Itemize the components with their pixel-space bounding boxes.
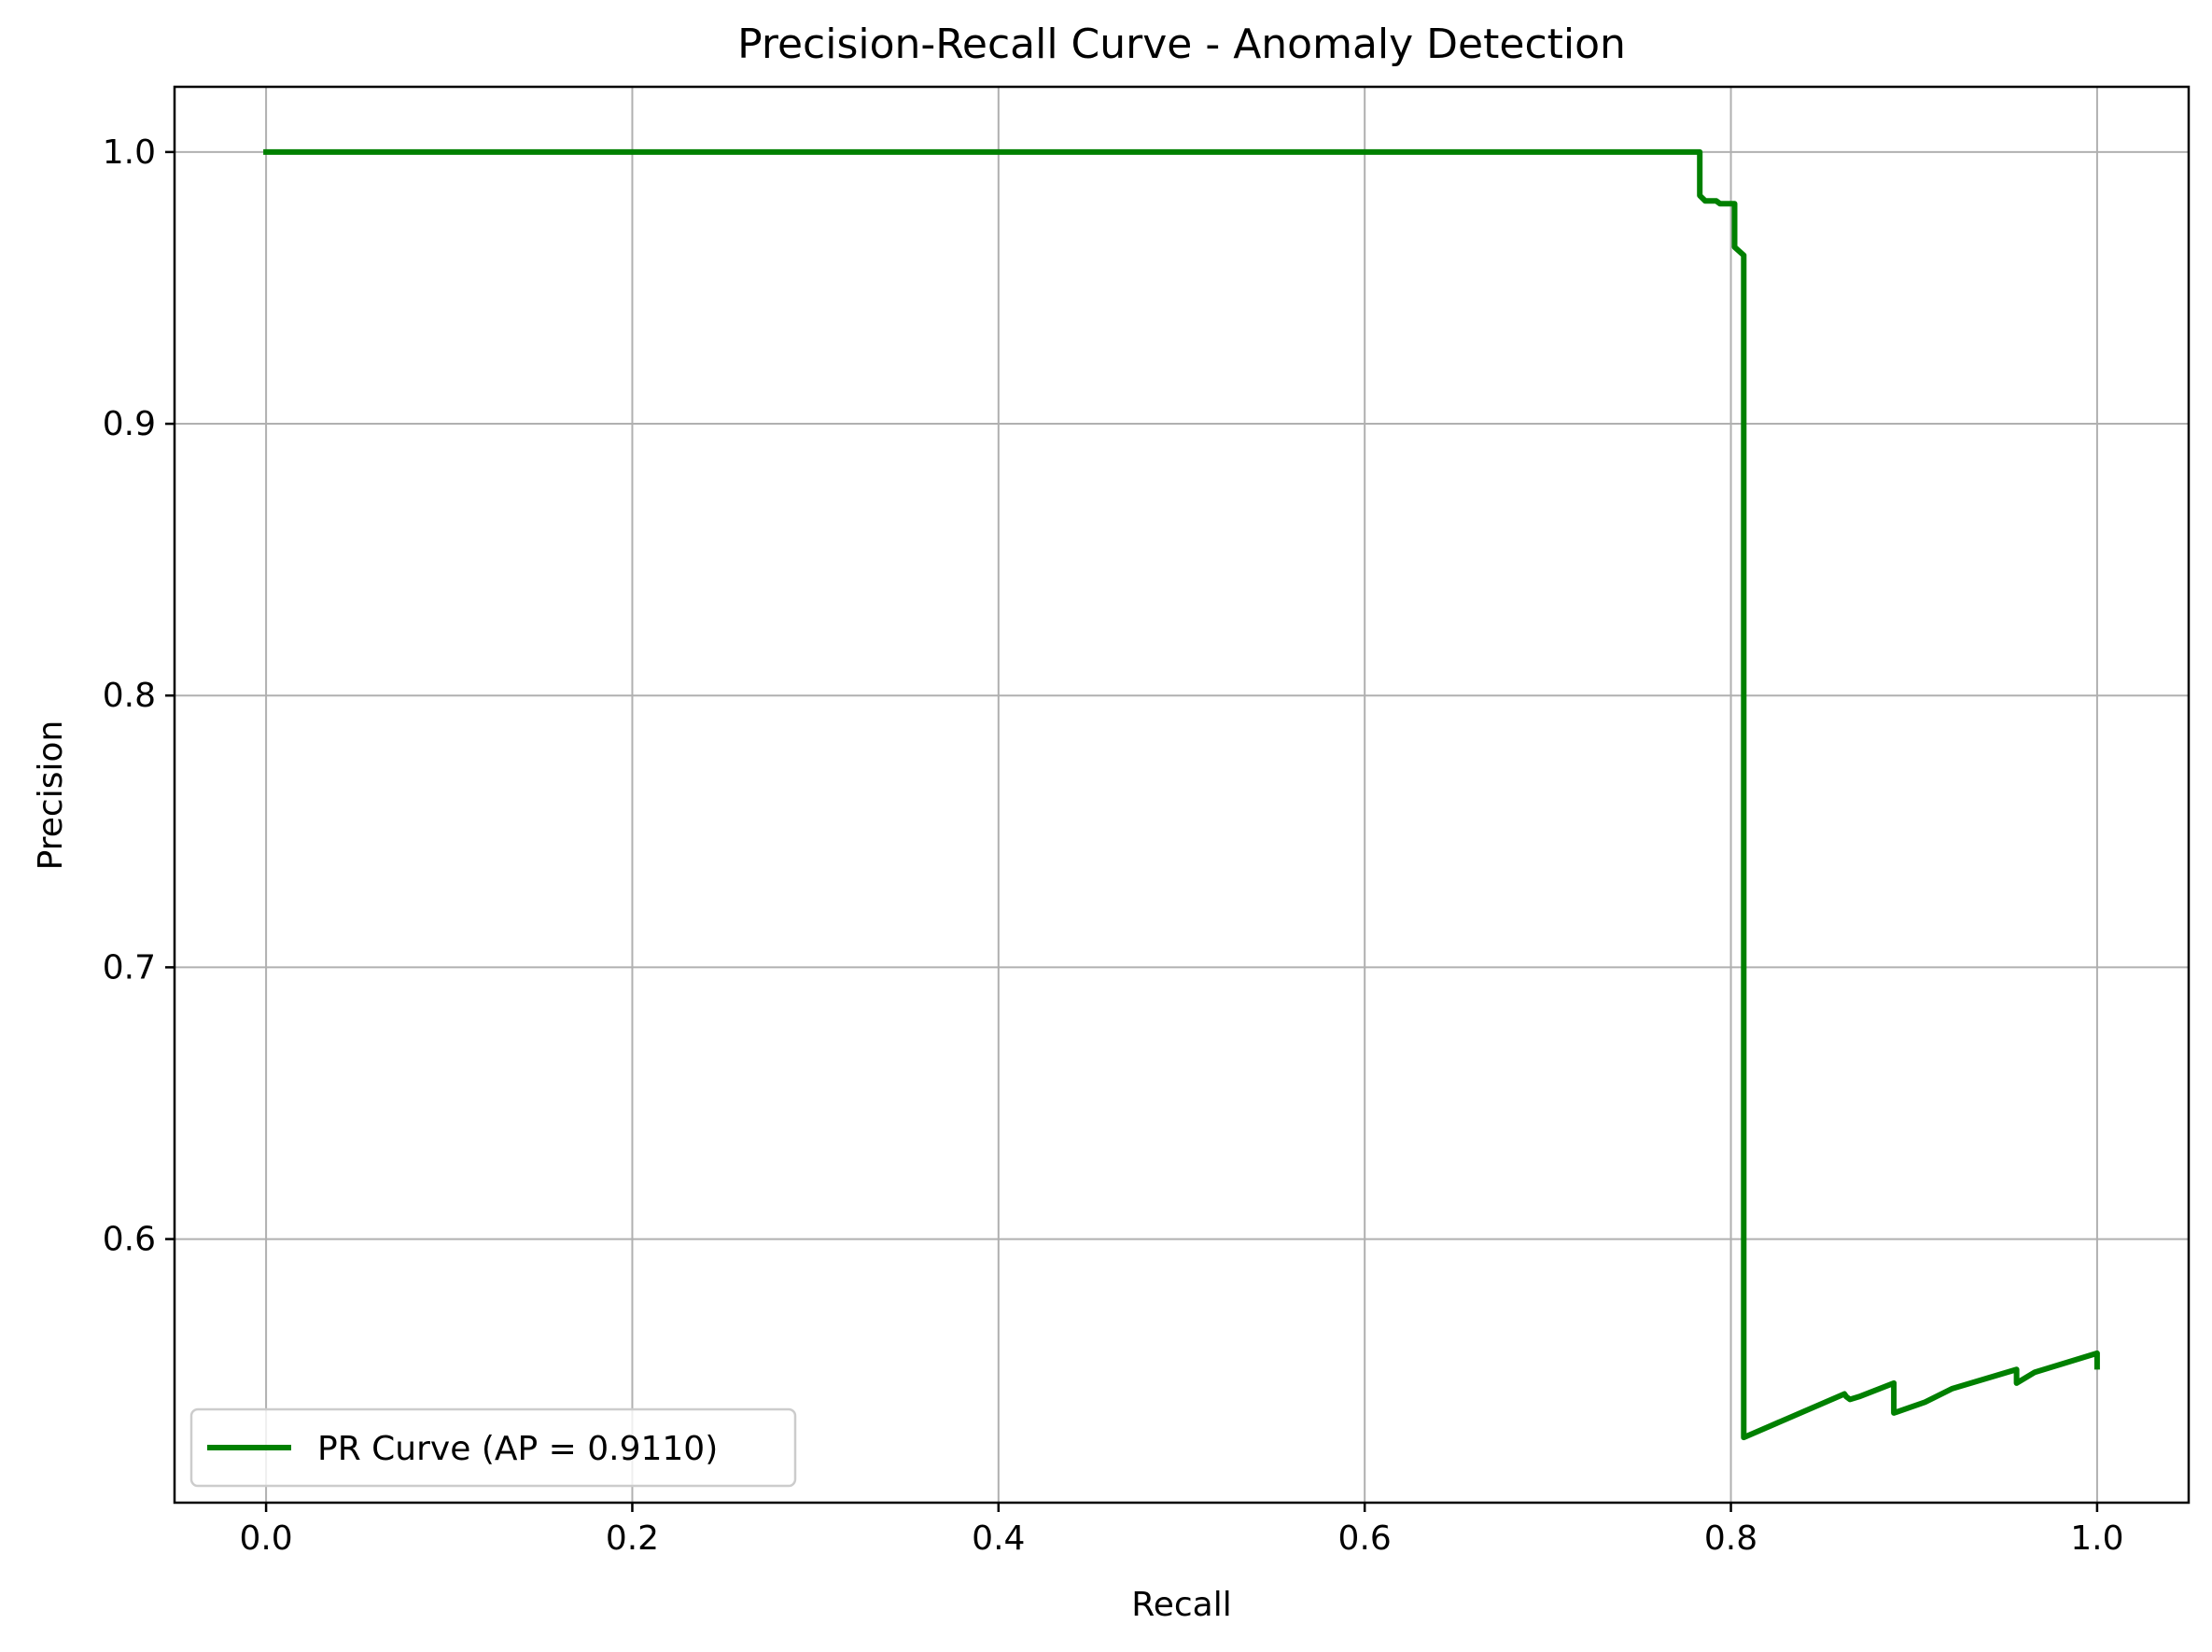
x-axis-label: Recall — [1131, 1586, 1231, 1624]
y-axis-label: Precision — [32, 721, 70, 871]
x-tick-label: 0.2 — [606, 1519, 659, 1558]
plot-area-frame — [173, 85, 2191, 1505]
y-tick-label: 0.7 — [103, 948, 156, 987]
y-tick-label: 1.0 — [103, 133, 156, 172]
y-tick-label: 0.9 — [103, 405, 156, 443]
x-axis-ticks: 0.0 0.2 0.4 0.6 0.8 1.0 — [239, 1503, 2124, 1558]
legend-box — [189, 1407, 797, 1488]
y-axis-ticks: 0.6 0.7 0.8 0.9 1.0 — [103, 133, 175, 1259]
x-tick-label: 0.6 — [1338, 1519, 1392, 1558]
chart-title: Precision-Recall Curve - Anomaly Detecti… — [737, 21, 1626, 68]
y-tick-label: 0.6 — [103, 1221, 156, 1259]
legend: PR Curve (AP = 0.9110) — [189, 1407, 797, 1488]
x-tick-label: 0.8 — [1704, 1519, 1757, 1558]
y-tick-label: 0.8 — [103, 677, 156, 715]
x-tick-label: 0.4 — [972, 1519, 1025, 1558]
legend-label: PR Curve (AP = 0.9110) — [317, 1430, 718, 1468]
pr-curve-line — [263, 148, 2100, 1441]
x-grid-lines — [265, 87, 2098, 1503]
x-tick-label: 1.0 — [2070, 1519, 2123, 1558]
x-tick-label: 0.0 — [239, 1519, 292, 1558]
